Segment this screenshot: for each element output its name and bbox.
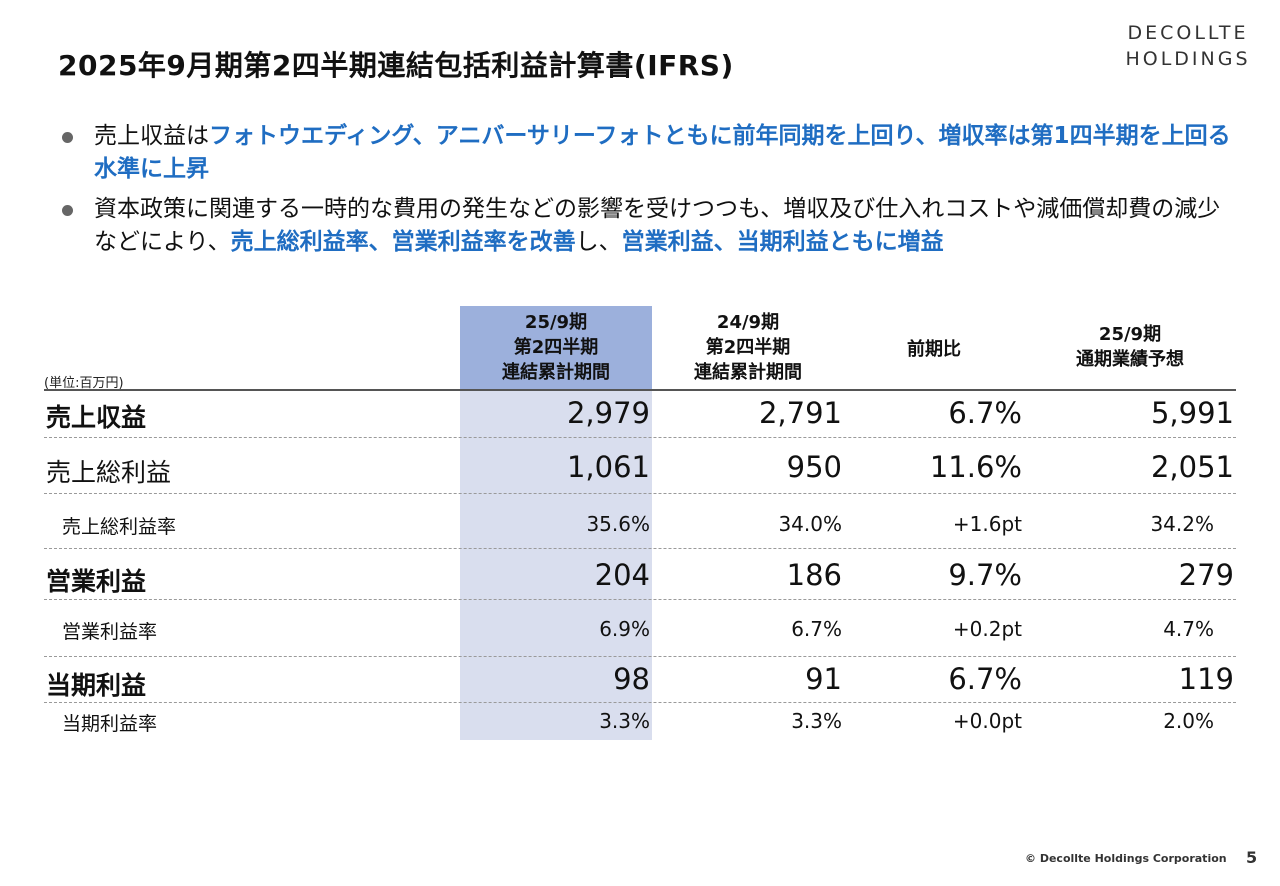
column-header-previous: 24/9期 第2四半期 連結累計期間 <box>652 310 844 385</box>
row-label: 営業利益 <box>46 567 147 596</box>
value-previous: 34.0% <box>778 512 842 536</box>
logo-line-2: HOLDINGS <box>1125 48 1251 70</box>
row-label: 営業利益率 <box>62 621 158 643</box>
bullet-highlight: フォトウエディング、アニバーサリーフォトともに前年同期を上回り、増収率は第1四半… <box>94 123 1231 182</box>
column-header-line: 24/9期 <box>716 312 780 333</box>
value-previous: 91 <box>805 662 842 696</box>
table-unit-label: (単位:百万円) <box>44 376 124 391</box>
row-label: 売上収益 <box>46 403 147 432</box>
page-number: 5 <box>1246 848 1258 867</box>
value-current: 35.6% <box>586 512 650 536</box>
row-label: 売上総利益 <box>46 458 172 487</box>
value-forecast: 2.0% <box>1163 709 1214 733</box>
table-row-gross-margin: 売上総利益率 35.6% 34.0% +1.6pt 34.2% <box>44 508 1236 549</box>
company-logo: DECOLLTE HOLDINGS <box>1118 20 1258 72</box>
logo-line-1: DECOLLTE <box>1127 22 1249 44</box>
value-current: 2,979 <box>566 396 650 430</box>
value-yoy: 6.7% <box>948 396 1022 430</box>
value-forecast: 34.2% <box>1150 512 1214 536</box>
row-label: 当期利益 <box>46 671 147 700</box>
value-yoy: +0.2pt <box>952 617 1022 641</box>
page-title: 2025年9月期第2四半期連結包括利益計算書(IFRS) <box>58 49 734 82</box>
summary-bullets: 売上収益はフォトウエディング、アニバーサリーフォトともに前年同期を上回り、増収率… <box>60 120 1240 266</box>
bullet-dot-icon <box>62 132 73 143</box>
value-previous: 2,791 <box>758 396 842 430</box>
value-current: 98 <box>613 662 650 696</box>
value-current: 204 <box>594 558 650 592</box>
value-forecast: 5,991 <box>1150 396 1234 430</box>
table-row-gross-profit: 売上総利益 1,061 950 11.6% 2,051 <box>44 448 1236 494</box>
value-yoy: +1.6pt <box>952 512 1022 536</box>
value-forecast: 2,051 <box>1150 450 1234 484</box>
column-header-line: 25/9期 <box>524 312 588 333</box>
value-current: 6.9% <box>599 617 650 641</box>
column-header-line: 第2四半期 <box>705 337 791 358</box>
current-period-highlight-column <box>460 306 652 740</box>
column-header-line: 通期業績予想 <box>1076 349 1184 370</box>
column-header-line: 25/9期 <box>1098 324 1162 345</box>
copyright-notice: © Decollte Holdings Corporation <box>1025 852 1227 865</box>
column-header-line: 第2四半期 <box>513 337 599 358</box>
value-current: 1,061 <box>566 450 650 484</box>
current-period-highlight-header <box>460 306 652 390</box>
column-header-forecast: 25/9期 通期業績予想 <box>1032 322 1228 372</box>
row-label: 当期利益率 <box>62 713 158 735</box>
value-forecast: 4.7% <box>1163 617 1214 641</box>
value-forecast: 119 <box>1178 662 1234 696</box>
bullet-highlight: 売上総利益率、営業利益率を改善 <box>230 229 576 255</box>
table-row-net-margin: 当期利益率 3.3% 3.3% +0.0pt 2.0% <box>44 707 1236 737</box>
table-header-rule <box>44 389 1236 391</box>
value-yoy: 6.7% <box>948 662 1022 696</box>
value-previous: 186 <box>786 558 842 592</box>
row-label: 売上総利益率 <box>62 516 177 538</box>
bullet-text: し、 <box>575 229 622 255</box>
value-yoy: 11.6% <box>929 450 1022 484</box>
value-previous: 6.7% <box>791 617 842 641</box>
column-header-current: 25/9期 第2四半期 連結累計期間 <box>460 310 652 385</box>
value-previous: 950 <box>786 450 842 484</box>
table-row-operating-profit: 営業利益 204 186 9.7% 279 <box>44 558 1236 600</box>
bullet-dot-icon <box>62 205 73 216</box>
column-header-line: 前期比 <box>907 339 961 360</box>
value-current: 3.3% <box>599 709 650 733</box>
column-header-yoy: 前期比 <box>860 337 1008 362</box>
column-header-line: 連結累計期間 <box>694 362 802 383</box>
table-row-revenue: 売上収益 2,979 2,791 6.7% 5,991 <box>44 394 1236 438</box>
table-row-net-profit: 当期利益 98 91 6.7% 119 <box>44 662 1236 703</box>
value-forecast: 279 <box>1178 558 1234 592</box>
bullet-highlight: 営業利益、当期利益ともに増益 <box>621 229 944 255</box>
bullet-profit: 資本政策に関連する一時的な費用の発生などの影響を受けつつも、増収及び仕入れコスト… <box>60 193 1240 259</box>
bullet-text: 資本政策に関連する一時的な費用の発生などの影響を受けつつも、増収及び仕入れコスト… <box>94 196 1221 255</box>
value-yoy: +0.0pt <box>952 709 1022 733</box>
value-previous: 3.3% <box>791 709 842 733</box>
bullet-text: 売上収益は <box>94 123 209 149</box>
value-yoy: 9.7% <box>948 558 1022 592</box>
bullet-revenue: 売上収益はフォトウエディング、アニバーサリーフォトともに前年同期を上回り、増収率… <box>60 120 1240 186</box>
column-header-line: 連結累計期間 <box>502 362 610 383</box>
table-row-operating-margin: 営業利益率 6.9% 6.7% +0.2pt 4.7% <box>44 613 1236 657</box>
